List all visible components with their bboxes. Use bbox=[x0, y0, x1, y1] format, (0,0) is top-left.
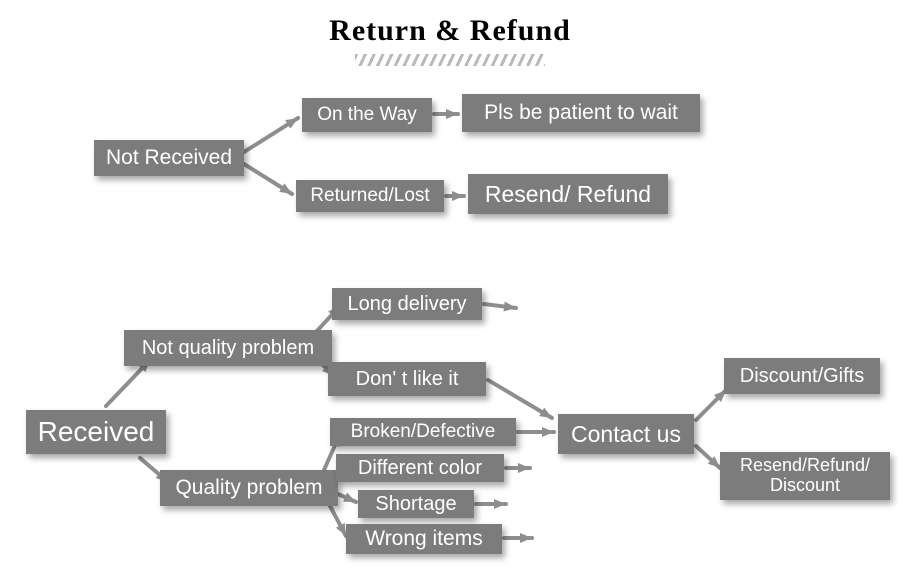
node-not-quality: Not quality problem bbox=[124, 330, 332, 366]
node-label: Quality problem bbox=[175, 476, 322, 500]
node-label: Shortage bbox=[375, 493, 456, 516]
node-label: On the Way bbox=[317, 104, 417, 126]
node-label: Wrong items bbox=[365, 527, 482, 551]
node-label: Different color bbox=[358, 457, 482, 480]
node-label: Don' t like it bbox=[356, 368, 459, 391]
node-not-received: Not Received bbox=[94, 140, 244, 176]
node-label: Pls be patient to wait bbox=[484, 101, 678, 125]
node-broken-defective: Broken/Defective bbox=[330, 418, 516, 446]
node-label: Discount/Gifts bbox=[740, 365, 864, 388]
node-label: Returned/Lost bbox=[310, 185, 429, 207]
node-label: Received bbox=[38, 416, 155, 448]
node-received: Received bbox=[26, 410, 166, 454]
node-different-color: Different color bbox=[336, 454, 504, 482]
node-wrong-items: Wrong items bbox=[346, 524, 502, 554]
node-label: Resend/ Refund bbox=[485, 181, 651, 208]
node-label: Not Received bbox=[106, 146, 232, 170]
node-label: Broken/Defective bbox=[351, 421, 496, 443]
node-on-the-way: On the Way bbox=[302, 98, 432, 132]
node-shortage: Shortage bbox=[358, 490, 474, 518]
node-discount-gifts: Discount/Gifts bbox=[724, 358, 880, 394]
node-label: Long delivery bbox=[348, 293, 467, 316]
node-pls-wait: Pls be patient to wait bbox=[462, 94, 700, 132]
node-resend-refund-disc: Resend/Refund/ Discount bbox=[720, 452, 890, 500]
node-long-delivery: Long delivery bbox=[332, 288, 482, 320]
node-returned-lost: Returned/Lost bbox=[296, 180, 444, 212]
node-resend-refund: Resend/ Refund bbox=[468, 174, 668, 214]
node-label: Contact us bbox=[571, 421, 681, 448]
node-dont-like: Don' t like it bbox=[328, 362, 486, 396]
node-label: Not quality problem bbox=[142, 337, 314, 360]
node-label: Resend/Refund/ Discount bbox=[728, 456, 882, 496]
node-layer: Not Received On the Way Pls be patient to … bbox=[0, 0, 900, 578]
node-contact-us: Contact us bbox=[558, 414, 694, 454]
node-quality: Quality problem bbox=[160, 470, 338, 506]
